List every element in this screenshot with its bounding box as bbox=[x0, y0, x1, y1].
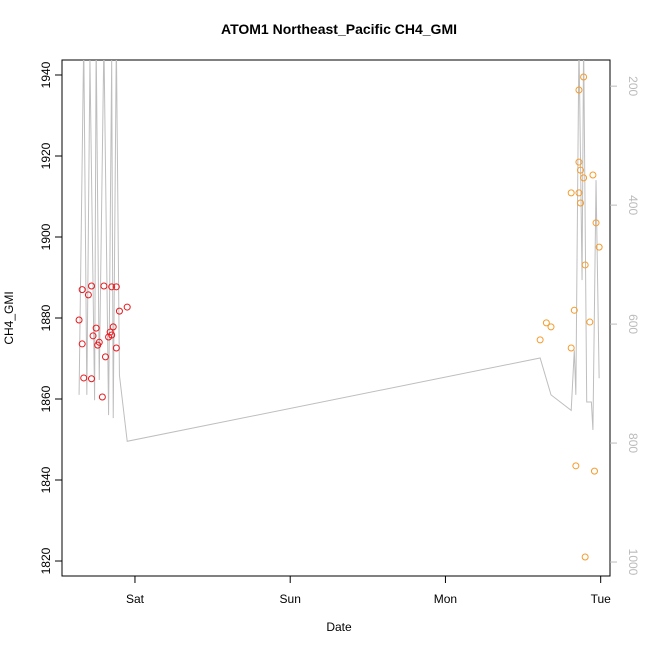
chart-title: ATOM1 Northeast_Pacific CH4_GMI bbox=[221, 21, 457, 37]
y-tick-label: 1860 bbox=[39, 385, 53, 412]
point bbox=[112, 283, 120, 291]
point bbox=[78, 286, 86, 294]
point bbox=[575, 86, 583, 94]
point bbox=[98, 393, 106, 401]
point bbox=[572, 462, 580, 470]
point bbox=[115, 307, 123, 315]
x-tick-label: Sun bbox=[280, 592, 301, 606]
plot-frame bbox=[61, 59, 611, 577]
point bbox=[581, 261, 589, 269]
point bbox=[592, 219, 600, 227]
point bbox=[123, 303, 131, 311]
y2-tick-label: 400 bbox=[626, 195, 640, 215]
point bbox=[589, 171, 597, 179]
x-tick-label: Mon bbox=[434, 592, 457, 606]
point bbox=[75, 316, 83, 324]
point bbox=[575, 158, 583, 166]
point bbox=[580, 73, 588, 81]
point bbox=[112, 344, 120, 352]
point bbox=[108, 331, 116, 339]
y2-tick-label: 600 bbox=[626, 314, 640, 334]
point bbox=[577, 166, 585, 174]
point bbox=[92, 324, 100, 332]
point bbox=[590, 467, 598, 475]
point bbox=[84, 291, 92, 299]
y-tick-label: 1880 bbox=[39, 304, 53, 331]
point bbox=[567, 189, 575, 197]
point bbox=[595, 243, 603, 251]
point bbox=[570, 306, 578, 314]
y2-tick-label: 200 bbox=[626, 76, 640, 96]
point bbox=[87, 282, 95, 290]
point bbox=[567, 344, 575, 352]
y2-tick-label: 1000 bbox=[626, 549, 640, 576]
point bbox=[536, 336, 544, 344]
point bbox=[577, 199, 585, 207]
y-tick-label: 1900 bbox=[39, 223, 53, 250]
y-tick-label: 1920 bbox=[39, 142, 53, 169]
point bbox=[581, 553, 589, 561]
point bbox=[78, 340, 86, 348]
plot-area bbox=[75, 60, 603, 561]
point bbox=[100, 282, 108, 290]
point bbox=[547, 323, 555, 331]
point bbox=[108, 283, 116, 291]
x-axis-label: Date bbox=[326, 620, 352, 634]
point bbox=[95, 338, 103, 346]
point bbox=[109, 323, 117, 331]
point bbox=[575, 189, 583, 197]
y-tick-label: 1820 bbox=[39, 547, 53, 574]
y-tick-label: 1840 bbox=[39, 466, 53, 493]
point bbox=[542, 319, 550, 327]
y2-tick-label: 800 bbox=[626, 433, 640, 453]
x-tick-label: Sat bbox=[126, 592, 145, 606]
x-tick-label: Tue bbox=[591, 592, 612, 606]
point bbox=[101, 353, 109, 361]
point bbox=[80, 374, 88, 382]
point bbox=[580, 174, 588, 182]
point bbox=[89, 332, 97, 340]
point bbox=[586, 318, 594, 326]
line bbox=[78, 60, 600, 442]
point bbox=[87, 375, 95, 383]
y-axis-label: CH4_GMI bbox=[2, 291, 16, 344]
y-tick-label: 1940 bbox=[39, 61, 53, 88]
